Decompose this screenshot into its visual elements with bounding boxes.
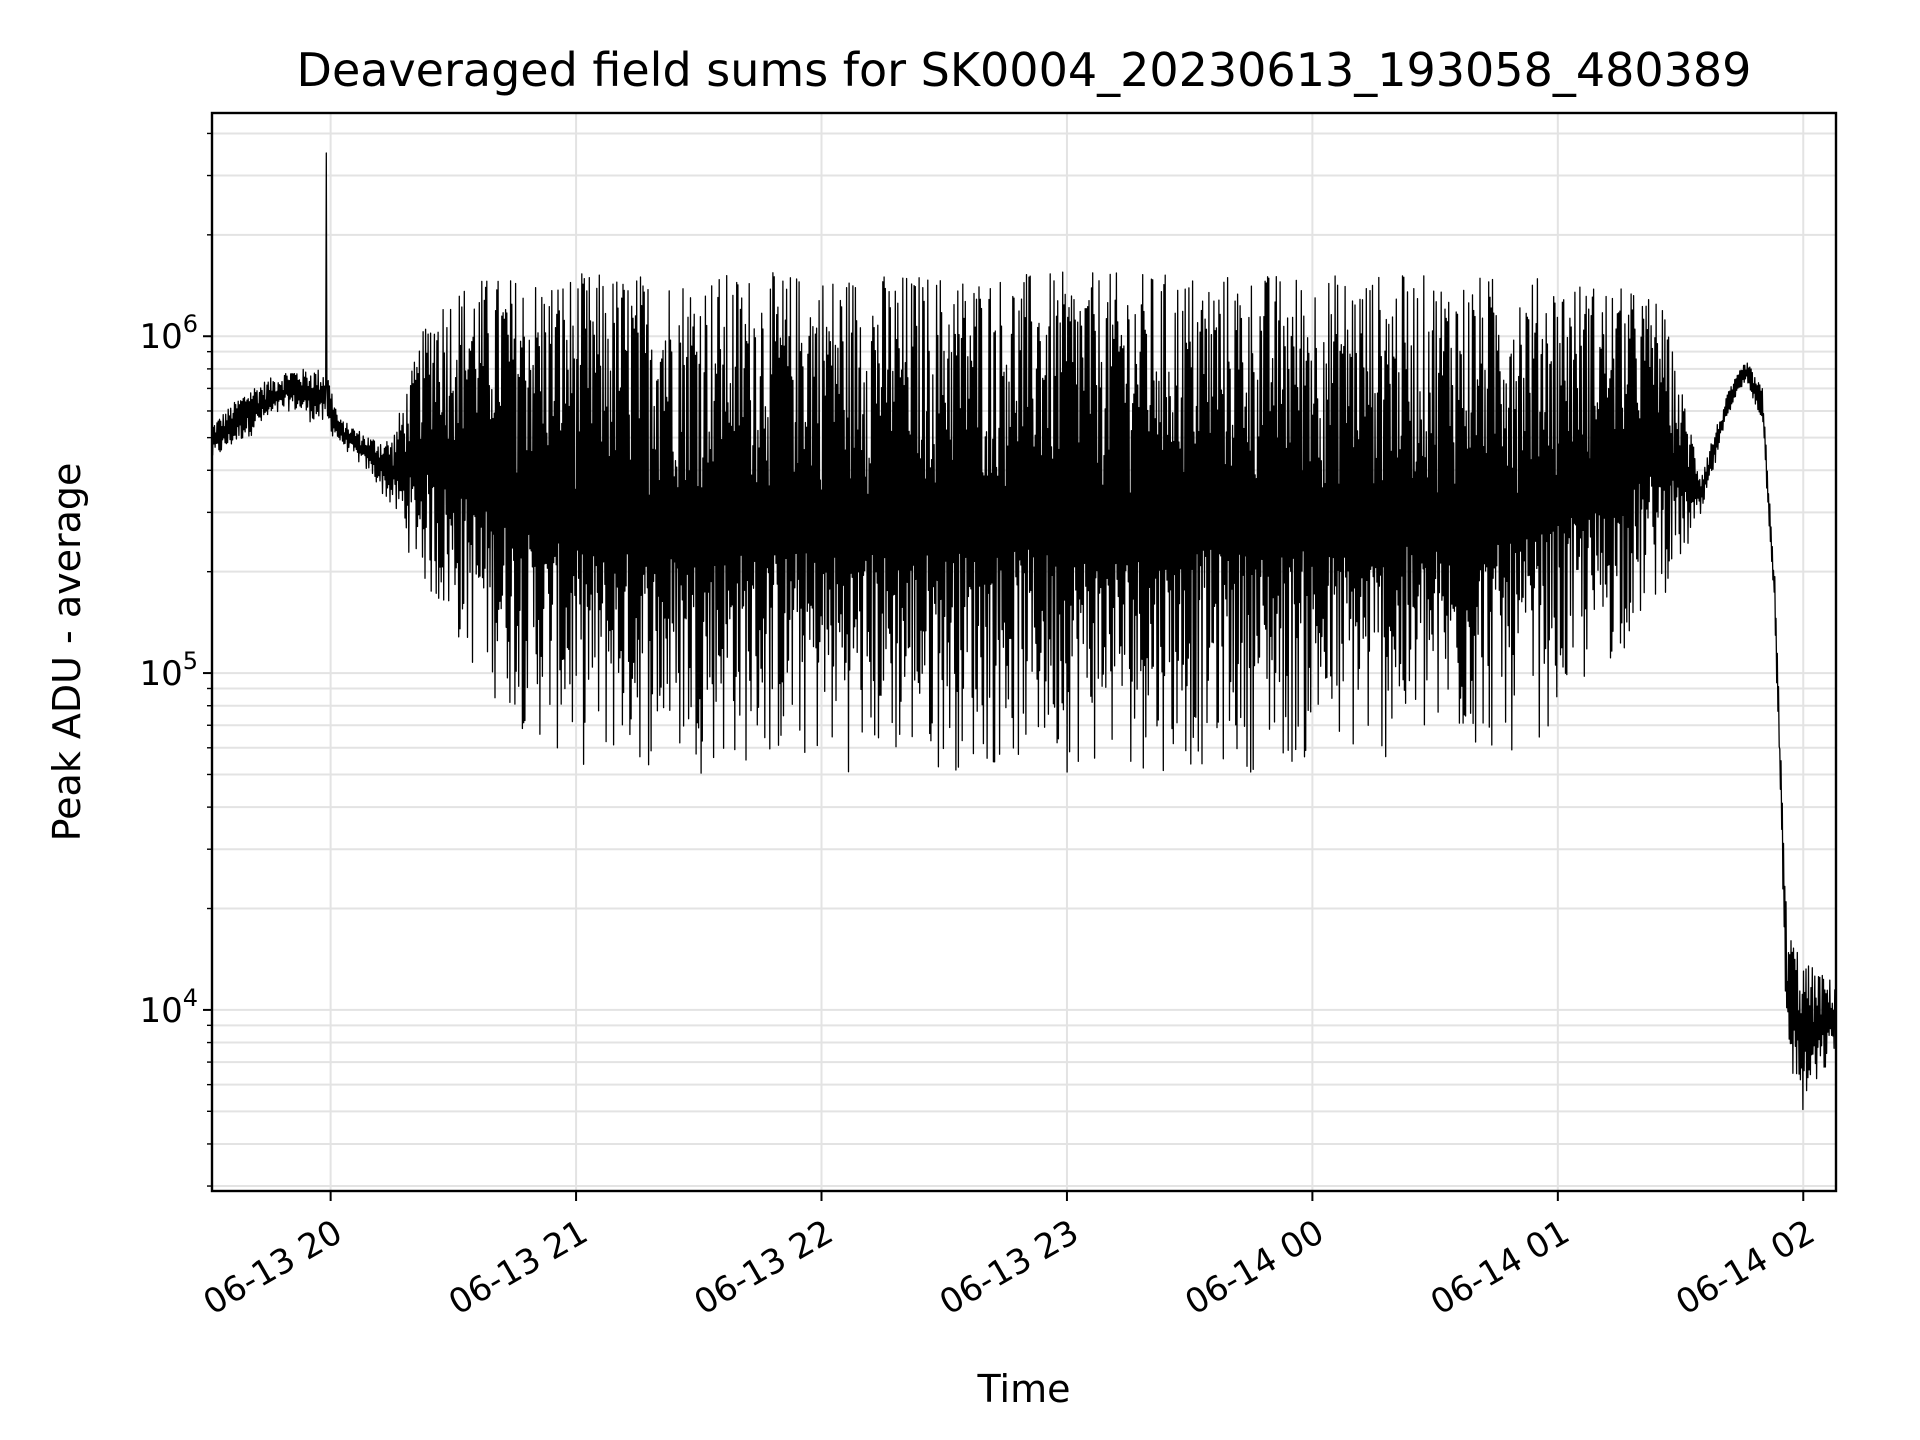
y-tick-label: 106: [139, 310, 198, 357]
series-layer: [211, 152, 1837, 1111]
x-tick-label: 06-13 20: [197, 1212, 349, 1323]
x-tick-label: 06-13 23: [933, 1212, 1085, 1323]
x-tick-label: 06-14 01: [1424, 1212, 1576, 1323]
y-axis-label: Peak ADU - average: [45, 463, 89, 842]
plot-frame: [210, 111, 1838, 1193]
x-tick-label: 06-14 02: [1669, 1212, 1821, 1323]
x-axis-label: Time: [977, 1367, 1071, 1411]
y-tick-label: 104: [139, 984, 198, 1031]
chart-title: Deaveraged field sums for SK0004_2023061…: [297, 43, 1752, 97]
x-tick-label: 06-13 22: [688, 1212, 840, 1323]
x-tick-label: 06-13 21: [442, 1212, 594, 1323]
x-tick-label: 06-14 00: [1178, 1212, 1330, 1323]
series-line: [211, 152, 1837, 1111]
y-tick-label: 105: [139, 647, 198, 694]
